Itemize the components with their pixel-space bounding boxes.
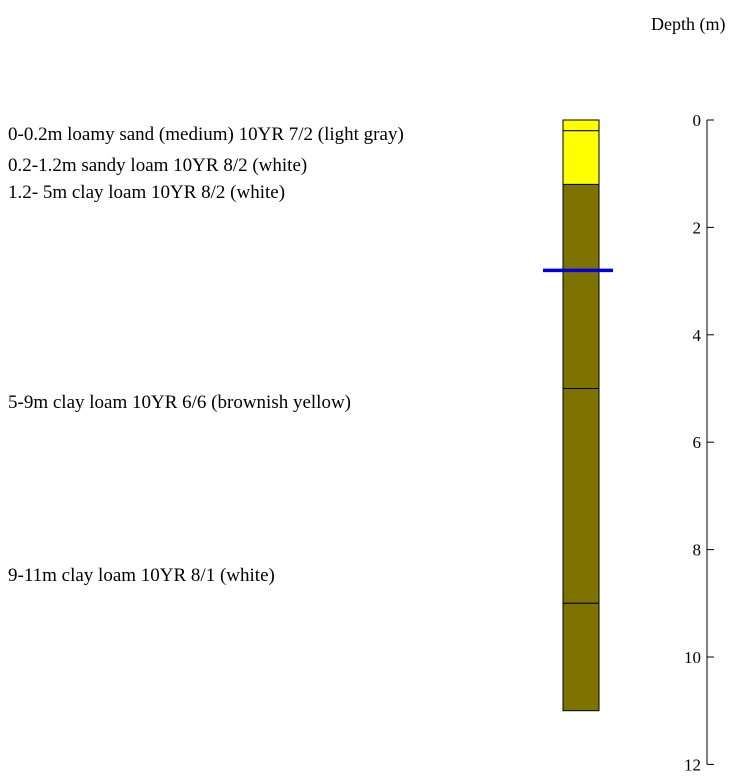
layer-label-2: 0.2-1.2m sandy loam 10YR 8/2 (white) [8, 155, 308, 176]
soil-layer-2 [562, 130, 600, 185]
depth-tick-label-8: 8 [693, 541, 702, 560]
depth-tick-label-2: 2 [693, 218, 702, 237]
depth-tick-label-6: 6 [693, 433, 702, 452]
soil-layer-3 [562, 183, 600, 389]
depth-axis-title: Depth (m) [651, 14, 726, 34]
layer-label-1: 0-0.2m loamy sand (medium) 10YR 7/2 (lig… [8, 124, 404, 145]
layer-label-4: 5-9m clay loam 10YR 6/6 (brownish yellow… [8, 392, 352, 413]
soil-layer-1 [562, 119, 600, 132]
soil-layer-4 [562, 388, 600, 604]
soil-layer-5 [562, 602, 600, 712]
depth-tick-label-0: 0 [693, 111, 702, 130]
layer-label-5: 9-11m clay loam 10YR 8/1 (white) [8, 565, 275, 586]
layer-label-3: 1.2- 5m clay loam 10YR 8/2 (white) [8, 182, 286, 203]
depth-tick-label-10: 10 [684, 648, 701, 667]
depth-tick-label-12: 12 [684, 755, 701, 774]
depth-tick-label-4: 4 [693, 326, 702, 345]
